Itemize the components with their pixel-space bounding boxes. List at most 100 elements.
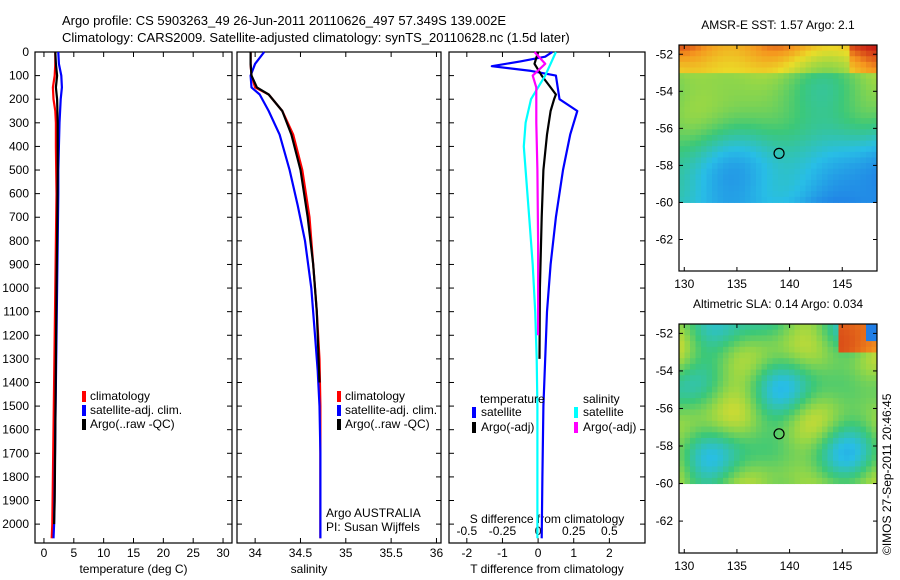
heatmap-cell [855, 420, 861, 428]
heatmap-cell [805, 45, 812, 52]
heatmap-cell [844, 415, 850, 422]
heatmap-cell [739, 101, 746, 108]
x-tick-label: 20 [157, 546, 171, 560]
heatmap-cell [712, 151, 718, 158]
heatmap-cell [679, 432, 685, 439]
heatmap-cell [783, 380, 790, 388]
heatmap-cell [723, 420, 729, 428]
heatmap-cell [833, 163, 839, 170]
heatmap-cell [855, 403, 861, 410]
heatmap-cell [684, 341, 691, 348]
heatmap-cell [690, 324, 696, 331]
heatmap-cell [855, 375, 861, 382]
heatmap-cell [701, 112, 707, 119]
heatmap-cell [739, 437, 746, 445]
heatmap-cell [701, 415, 707, 422]
heatmap-cell [717, 89, 724, 97]
heatmap-cell [679, 375, 685, 382]
heatmap-cell [750, 45, 757, 52]
heatmap-cell [849, 324, 856, 331]
heatmap-cell [745, 466, 751, 473]
heatmap-cell [855, 346, 861, 353]
heatmap-cell [783, 426, 790, 433]
heatmap-cell [789, 329, 795, 336]
heatmap-cell [695, 477, 702, 485]
heatmap-cell [860, 78, 867, 85]
heatmap-cell [871, 432, 878, 439]
heatmap-cell [794, 129, 801, 136]
heatmap-cell [712, 168, 718, 175]
heatmap-cell [871, 392, 878, 399]
heatmap-cell [860, 375, 867, 382]
heatmap-cell [822, 56, 828, 63]
heatmap-cell [690, 443, 696, 450]
heatmap-cell [701, 324, 707, 331]
heatmap-cell [827, 73, 834, 80]
legend-swatch [82, 419, 86, 430]
heatmap-cell [728, 386, 735, 393]
heatmap-cell [734, 134, 740, 142]
heatmap-cell [761, 443, 768, 450]
heatmap-cell [767, 369, 773, 376]
map-x-tick-label: 140 [780, 559, 800, 573]
heatmap-cell [871, 460, 878, 467]
legend-swatch [82, 391, 86, 402]
top-axis-tick-label: -0.5 [456, 524, 477, 538]
heatmap-cell [701, 449, 707, 456]
heatmap-cell [734, 392, 740, 399]
heatmap-cell [822, 409, 828, 416]
heatmap-cell [734, 61, 740, 68]
heatmap-cell [701, 56, 707, 63]
heatmap-cell [866, 191, 872, 198]
heatmap-cell [734, 472, 740, 479]
heatmap-cell [849, 352, 856, 359]
heatmap-cell [706, 61, 713, 68]
heatmap-cell [855, 84, 861, 91]
heatmap-cell [849, 369, 856, 376]
heatmap-cell [739, 375, 746, 382]
heatmap-cell [767, 185, 773, 192]
heatmap-cell [756, 443, 762, 450]
heatmap-cell [871, 375, 878, 382]
heatmap-cell [866, 151, 872, 158]
heatmap-cell [679, 174, 685, 181]
heatmap-cell [750, 380, 757, 388]
heatmap-cell [866, 375, 872, 382]
heatmap-cell [871, 358, 878, 365]
heatmap-cell [734, 84, 740, 91]
heatmap-cell [783, 73, 790, 80]
heatmap-cell [695, 386, 702, 393]
heatmap-cell [822, 386, 828, 393]
heatmap-cell [756, 449, 762, 456]
heatmap-cell [833, 415, 839, 422]
heatmap-cell [860, 134, 867, 142]
heatmap-cell [772, 455, 779, 462]
heatmap-cell [827, 369, 834, 376]
heatmap-cell [871, 123, 878, 130]
x-axis-label: temperature (deg C) [79, 562, 187, 576]
heatmap-cell [855, 341, 861, 348]
heatmap-cell [833, 386, 839, 393]
heatmap-cell [712, 380, 718, 388]
heatmap-cell [712, 346, 718, 353]
heatmap-cell [838, 146, 845, 153]
heatmap-cell [811, 426, 817, 433]
heatmap-cell [827, 443, 834, 450]
heatmap-cell [745, 346, 751, 353]
heatmap-cell [838, 346, 845, 353]
heatmap-cell [827, 363, 834, 371]
heatmap-cell [827, 415, 834, 422]
heatmap-cell [789, 95, 795, 102]
heatmap-cell [706, 123, 713, 130]
heatmap-cell [838, 415, 845, 422]
heatmap-cell [855, 45, 861, 52]
heatmap-cell [706, 101, 713, 108]
x-tick-label: 2 [606, 546, 613, 560]
heatmap-cell [706, 73, 713, 80]
heatmap-cell [789, 101, 795, 108]
heatmap-cell [767, 163, 773, 170]
heatmap-cell [684, 168, 691, 175]
heatmap-cell [690, 168, 696, 175]
heatmap-cell [717, 352, 724, 359]
heatmap-cell [750, 185, 757, 192]
